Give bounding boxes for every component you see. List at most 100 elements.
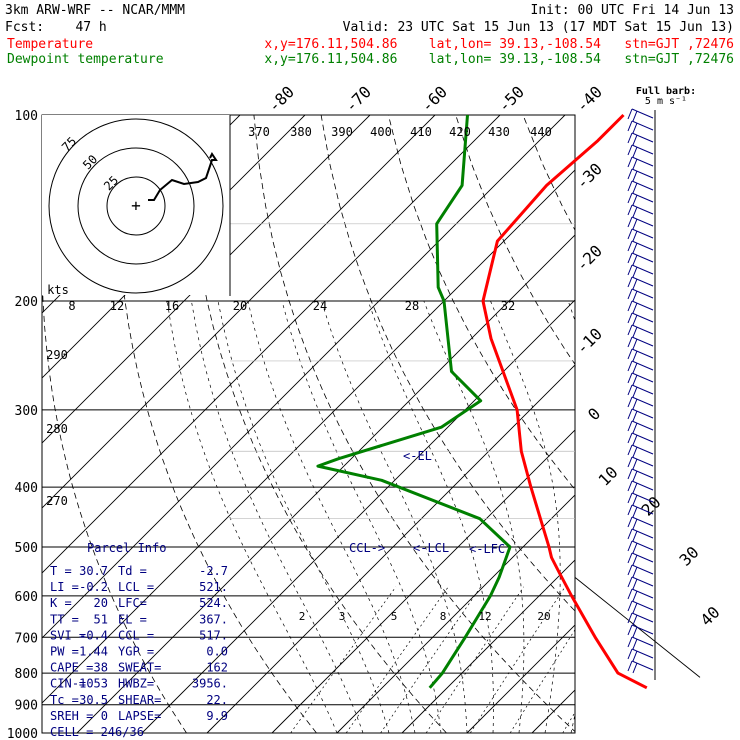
- wind-barb: [627, 336, 654, 350]
- temperature-profile: [481, 113, 648, 690]
- barb-staff: [631, 132, 654, 143]
- barb-flag: [627, 432, 633, 444]
- barb-staff: [631, 624, 654, 635]
- wind-barb: [627, 264, 654, 278]
- isotherm-label: -10: [572, 324, 606, 358]
- mixing-ratio-label: 2: [299, 610, 306, 623]
- barb-flag: [632, 194, 638, 206]
- theta-label: 380: [290, 125, 312, 139]
- barb-flag: [632, 518, 638, 530]
- wind-barb: [627, 312, 654, 326]
- wind-barbs: [627, 108, 656, 680]
- barb-staff: [631, 552, 654, 563]
- barb-staff: [631, 408, 654, 419]
- wind-scale-label: 16: [165, 299, 179, 313]
- parcel-value: 0.0: [206, 645, 228, 659]
- isotherm-label: 30: [676, 543, 703, 570]
- wind-barb: [627, 456, 654, 470]
- isotherm-label: -60: [417, 82, 451, 116]
- barb-flag: [627, 156, 633, 168]
- parcel-value: 524.: [199, 596, 228, 610]
- theta-label: 440: [530, 125, 552, 139]
- barb-flag: [632, 122, 638, 134]
- barb-flag: [632, 290, 638, 302]
- barb-flag: [632, 482, 638, 494]
- isotherm: [206, 364, 575, 734]
- parcel-key: LI =: [50, 580, 79, 594]
- barb-flag: [632, 590, 638, 602]
- init-time: Init: 00 UTC Fri 14 Jun 13: [531, 3, 735, 18]
- isotherm: [76, 234, 575, 734]
- barb-flag: [632, 326, 638, 338]
- barb-flag: [627, 336, 633, 348]
- parcel-value: 20: [94, 596, 108, 610]
- barb-flag: [627, 588, 633, 600]
- barb-staff: [631, 600, 654, 611]
- barb-flag: [627, 552, 633, 564]
- barb-staff: [631, 588, 654, 599]
- barb-flag: [627, 132, 633, 144]
- barb-flag: [627, 168, 633, 180]
- isotherm: [42, 115, 436, 509]
- barb-flag: [632, 170, 638, 182]
- wind-scale-label: 12: [110, 299, 124, 313]
- theta-e-label: 290: [46, 348, 68, 362]
- parcel-cell: CELL = 246/36: [50, 725, 144, 739]
- parcel-key: LAPSE=: [118, 709, 161, 723]
- parcel-value: 51: [94, 612, 108, 626]
- parcel-key: Tc =: [50, 693, 79, 707]
- barb-flag: [632, 602, 638, 614]
- forecast-hour: Fcst: 47 h: [5, 20, 107, 35]
- mixing-ratio-label: 12: [478, 610, 491, 623]
- parcel-value: 0: [101, 709, 108, 723]
- wind-barb: [627, 132, 654, 146]
- isotherm: [42, 115, 371, 444]
- barb-flag: [632, 254, 638, 266]
- parcel-key: EL =: [118, 612, 147, 626]
- barb-staff: [631, 144, 654, 155]
- barb-staff: [631, 648, 654, 659]
- barb-flag: [627, 192, 633, 204]
- theta-label: 410: [410, 125, 432, 139]
- barb-flag: [632, 278, 638, 290]
- wind-barb: [627, 540, 654, 554]
- mixing-ratio-line: [290, 586, 397, 734]
- barb-flag: [632, 662, 638, 674]
- parcel-value: -0.2: [79, 580, 108, 594]
- barb-staff: [631, 228, 654, 239]
- barb-flag: [627, 624, 633, 636]
- parcel-key: TT =: [50, 612, 79, 626]
- mixing-ratio-label: 5: [391, 610, 398, 623]
- wind-barb: [627, 636, 654, 650]
- parcel-key: CCL =: [118, 628, 154, 642]
- legend-dewpoint-label: Dewpoint temperature: [7, 52, 164, 67]
- barb-flag: [632, 362, 638, 374]
- barb-staff: [631, 264, 654, 275]
- pressure-label-100: 100: [15, 109, 38, 124]
- barb-staff: [631, 612, 654, 623]
- full-barb-label: Full barb:: [636, 86, 696, 97]
- annotation-label: <-LCL: [413, 541, 449, 555]
- theta-e-label: 280: [46, 422, 68, 436]
- barb-flag: [632, 386, 638, 398]
- mixing-ratio-line: [380, 586, 482, 734]
- pressure-label-900: 900: [15, 699, 38, 714]
- wind-scale-label: 32: [501, 299, 515, 313]
- hodograph-trace: [148, 152, 218, 201]
- parcel-value: -1053: [72, 677, 108, 691]
- theta-label: 400: [370, 125, 392, 139]
- barb-flag: [627, 600, 633, 612]
- isotherm-label: 10: [595, 463, 622, 490]
- isotherm-label: -30: [572, 159, 606, 193]
- barb-flag: [632, 410, 638, 422]
- barb-staff: [631, 336, 654, 347]
- barb-staff: [631, 108, 654, 119]
- parcel-value: 521.: [199, 580, 228, 594]
- barb-staff: [631, 120, 654, 131]
- pressure-label-300: 300: [15, 404, 38, 419]
- barb-flag: [632, 206, 638, 218]
- mixing-ratio-line: [345, 586, 449, 734]
- full-barb-value: 5 m s⁻¹: [645, 96, 687, 107]
- parcel-value: -2.7: [199, 564, 228, 578]
